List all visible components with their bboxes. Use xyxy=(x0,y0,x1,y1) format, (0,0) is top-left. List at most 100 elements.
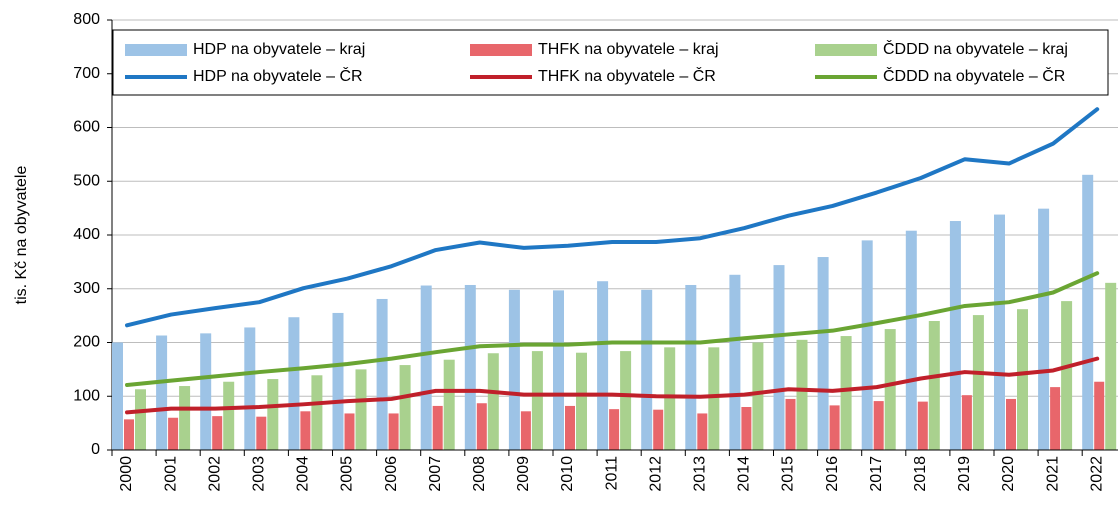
bar xyxy=(1094,381,1105,450)
bar xyxy=(344,413,355,450)
bar xyxy=(840,336,852,450)
bar xyxy=(420,285,432,450)
bar xyxy=(168,417,179,450)
bar xyxy=(300,411,311,450)
x-tick-label: 2012 xyxy=(647,456,664,492)
bar xyxy=(244,327,256,450)
bar xyxy=(487,353,499,450)
bar xyxy=(752,342,764,450)
y-tick-label: 500 xyxy=(73,172,100,189)
y-tick-label: 700 xyxy=(73,65,100,82)
x-tick-label: 2001 xyxy=(162,456,179,492)
y-tick-label: 800 xyxy=(73,11,100,28)
y-tick-label: 600 xyxy=(73,119,100,136)
bar xyxy=(708,347,720,450)
legend-swatch xyxy=(470,44,532,56)
x-tick-label: 2015 xyxy=(780,456,797,492)
x-tick-label: 2008 xyxy=(471,456,488,492)
bar xyxy=(200,333,212,450)
y-tick-label: 400 xyxy=(73,226,100,243)
x-tick-label: 2003 xyxy=(251,456,268,492)
line xyxy=(125,356,1100,415)
legend-swatch xyxy=(125,44,187,56)
bar xyxy=(796,339,808,450)
x-tick-label: 2004 xyxy=(295,456,312,492)
line xyxy=(125,107,1100,328)
bar xyxy=(620,351,632,450)
bar xyxy=(520,411,531,450)
bar xyxy=(905,230,917,450)
legend-label: HDP na obyvatele – ČR xyxy=(193,66,363,85)
x-tick-label: 2007 xyxy=(427,456,444,492)
bar xyxy=(179,386,191,450)
bar xyxy=(785,398,796,450)
bar xyxy=(124,419,134,450)
bar xyxy=(399,365,411,450)
x-tick-label: 2006 xyxy=(383,456,400,492)
x-tick-label: 2022 xyxy=(1088,456,1105,492)
bar xyxy=(641,289,653,450)
bar xyxy=(476,403,487,450)
legend-label: HDP na obyvatele – kraj xyxy=(193,41,365,58)
bar xyxy=(443,359,455,450)
x-tick-label: 2005 xyxy=(339,456,356,492)
bar xyxy=(256,416,267,450)
bar xyxy=(928,321,940,450)
legend-label: ČDDD na obyvatele – kraj xyxy=(883,39,1068,58)
legend-label: ČDDD na obyvatele – ČR xyxy=(883,66,1065,85)
x-tick-label: 2019 xyxy=(956,456,973,492)
bar xyxy=(508,289,520,450)
x-tick-label: 2002 xyxy=(206,456,223,492)
legend-box xyxy=(112,29,1109,96)
legend-label: THFK na obyvatele – ČR xyxy=(538,66,716,85)
bar xyxy=(553,290,564,450)
line xyxy=(125,271,1100,387)
x-tick-label: 2020 xyxy=(1000,456,1017,492)
x-tick-label: 2017 xyxy=(868,456,885,492)
bar xyxy=(609,409,620,450)
bar xyxy=(1050,387,1061,450)
bar xyxy=(664,347,676,450)
x-tick-label: 2000 xyxy=(118,456,135,492)
bar xyxy=(432,405,443,450)
bar xyxy=(773,265,785,450)
y-tick-label: 100 xyxy=(73,387,100,404)
bar xyxy=(994,214,1005,450)
x-tick-label: 2018 xyxy=(912,456,929,492)
x-tick-label: 2011 xyxy=(603,456,620,491)
bar xyxy=(388,413,399,450)
y-tick-label: 0 xyxy=(91,441,100,458)
bar xyxy=(355,369,367,450)
bar xyxy=(597,281,609,450)
bar xyxy=(729,274,741,450)
bar xyxy=(376,298,388,450)
y-tick-label: 200 xyxy=(73,334,100,351)
bar xyxy=(972,315,984,450)
x-tick-label: 2009 xyxy=(515,456,532,492)
legend-label: THFK na obyvatele – kraj xyxy=(538,41,719,58)
bar xyxy=(1061,301,1073,450)
bar xyxy=(156,335,168,450)
bar xyxy=(653,409,664,450)
bar xyxy=(112,342,123,450)
bar xyxy=(212,416,223,450)
bar xyxy=(531,351,543,450)
x-tick-label: 2016 xyxy=(824,456,841,492)
bar xyxy=(135,389,146,450)
bar xyxy=(288,317,300,450)
bar xyxy=(332,312,344,450)
bar xyxy=(917,401,928,450)
bar xyxy=(565,405,575,450)
legend-swatch xyxy=(815,44,877,56)
bar xyxy=(884,329,896,450)
x-tick-label: 2021 xyxy=(1044,456,1061,492)
x-tick-label: 2013 xyxy=(692,456,709,492)
bar xyxy=(817,257,829,450)
bar xyxy=(311,375,323,450)
bar xyxy=(576,352,587,450)
bar xyxy=(223,381,235,450)
bar xyxy=(741,407,752,450)
x-tick-label: 2014 xyxy=(736,456,753,492)
bar xyxy=(961,395,972,450)
